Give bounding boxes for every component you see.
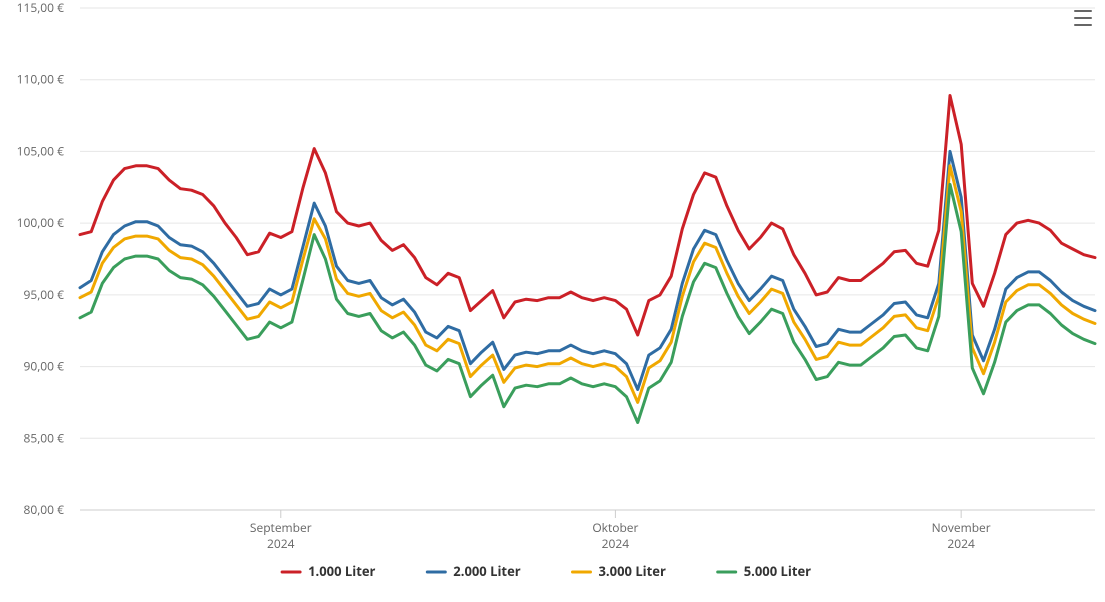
x-tick-label: 2024: [602, 535, 630, 552]
legend-label: 5.000 Liter: [744, 562, 811, 580]
legend-item[interactable]: 2.000 Liter: [427, 562, 520, 580]
legend-label: 2.000 Liter: [453, 562, 520, 580]
x-tick-label: November: [932, 519, 991, 536]
price-chart: 80,00 € 85,00 € 90,00 € 95,00 € 100,00 € 105,…: [0, 0, 1105, 602]
legend-item[interactable]: 5.000 Liter: [718, 562, 811, 580]
y-tick-label: 115,00 €: [17, 0, 65, 16]
legend-label: 3.000 Liter: [599, 562, 666, 580]
y-tick-label: 90,00 €: [23, 358, 64, 375]
x-tick-label: September: [250, 519, 312, 536]
y-tick-label: 110,00 €: [17, 71, 65, 88]
y-tick-label: 85,00 €: [23, 429, 64, 446]
chart-menu-button[interactable]: [1069, 6, 1097, 30]
y-tick-label: 95,00 €: [23, 286, 64, 303]
x-tick-label: 2024: [267, 535, 295, 552]
chart-svg: 80,00 € 85,00 € 90,00 € 95,00 € 100,00 € 105,…: [0, 0, 1105, 602]
legend-item[interactable]: 3.000 Liter: [573, 562, 666, 580]
legend-label: 1.000 Liter: [308, 562, 375, 580]
y-tick-label: 105,00 €: [17, 142, 65, 159]
legend-item[interactable]: 1.000 Liter: [282, 562, 375, 580]
x-tick-label: 2024: [947, 535, 975, 552]
y-tick-label: 100,00 €: [17, 214, 65, 231]
x-tick-label: Oktober: [592, 519, 638, 536]
y-tick-label: 80,00 €: [23, 501, 64, 518]
